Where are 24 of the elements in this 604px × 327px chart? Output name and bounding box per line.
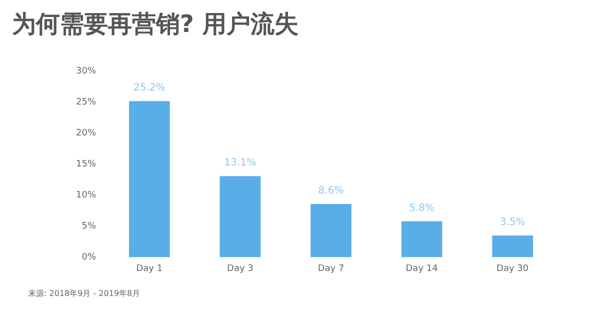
- bar: [492, 236, 534, 258]
- x-tick-label: Day 14: [406, 264, 438, 274]
- x-tick-label: Day 7: [318, 264, 344, 274]
- data-label: 5.8%: [409, 202, 435, 214]
- bar: [220, 176, 261, 258]
- y-tick-label: 5%: [82, 222, 96, 232]
- x-tick-label: Day 3: [227, 264, 254, 274]
- data-label: 13.1%: [224, 158, 256, 169]
- bar: [401, 221, 442, 258]
- data-label: 25.2%: [134, 82, 166, 94]
- y-tick-label: 15%: [76, 160, 96, 170]
- data-label: 8.6%: [318, 186, 344, 197]
- data-label: 3.5%: [500, 217, 526, 228]
- x-tick-label: Day 1: [136, 264, 163, 274]
- bar: [128, 101, 170, 258]
- bar: [310, 204, 352, 258]
- y-tick-label: 30%: [76, 66, 96, 77]
- y-tick-label: 0%: [82, 252, 96, 263]
- y-tick-label: 25%: [76, 98, 96, 108]
- chart-title: 为何需要再营销? 用户流失: [12, 9, 298, 40]
- y-tick-label: 20%: [76, 128, 96, 139]
- x-tick-label: Day 30: [496, 264, 529, 274]
- y-tick-label: 10%: [76, 190, 96, 201]
- source-note: 来源: 2018年9月 - 2019年8月: [28, 288, 140, 299]
